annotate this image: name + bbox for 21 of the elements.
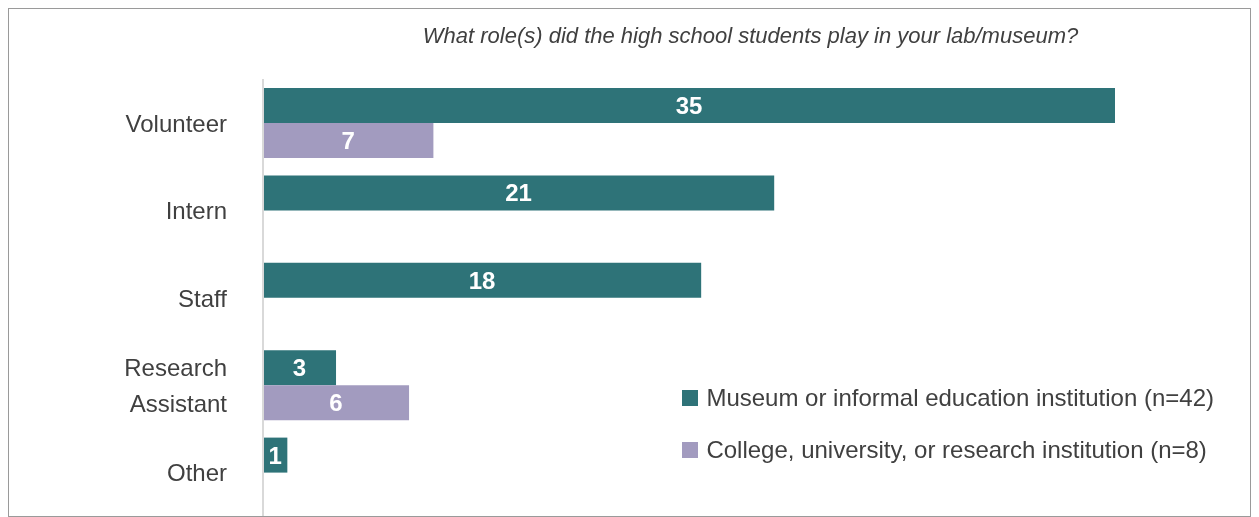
data-label: 3 [292, 354, 307, 382]
bar [263, 262, 702, 298]
data-label: 18 [468, 266, 496, 294]
legend-label: College, university, or research institution (n=8) [706, 436, 1207, 464]
data-label: 7 [341, 127, 355, 155]
legend-label: Museum or informal education institution (n=42) [706, 384, 1214, 412]
y-tick-label: Staff [178, 284, 228, 311]
bar [263, 175, 775, 211]
chart-title: What role(s) did the high school students play in your lab/museum? [421, 23, 1080, 49]
data-label: 21 [505, 179, 532, 207]
data-label: 1 [268, 441, 282, 469]
data-label: 35 [675, 92, 703, 120]
y-tick-label: Other [166, 458, 227, 486]
bar [263, 350, 337, 386]
data-label: 6 [329, 389, 343, 417]
y-tick-label: Intern [165, 196, 227, 224]
bar [263, 385, 410, 421]
bar [263, 88, 1115, 123]
y-tick-label: Research Assistant [124, 353, 228, 417]
y-tick-label: Volunteer [125, 109, 227, 137]
bar [263, 123, 434, 158]
